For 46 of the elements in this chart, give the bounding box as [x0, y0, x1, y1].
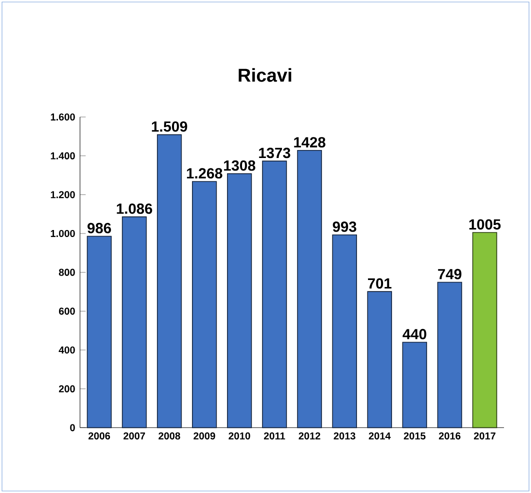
y-tick-label: 1.000	[50, 230, 75, 238]
y-tick-label: 200	[58, 385, 75, 392]
x-tick-label: 2015	[404, 432, 426, 440]
y-tick-label: 800	[58, 268, 75, 276]
x-tick-label: 2010	[228, 432, 250, 440]
bar	[227, 173, 252, 428]
bar	[262, 160, 287, 428]
bar	[86, 236, 112, 428]
bar	[367, 291, 392, 428]
data-label: 749	[438, 268, 462, 280]
data-label: 1.268	[186, 168, 222, 179]
y-tick-label: 600	[58, 308, 75, 315]
x-tick-label: 2014	[368, 432, 391, 440]
y-tick-label: 1.400	[50, 152, 75, 160]
data-label: 1005	[469, 219, 501, 230]
x-tick-label: 2008	[158, 432, 180, 440]
data-label: 1.509	[152, 121, 188, 132]
x-tick-label: 2017	[474, 432, 496, 440]
data-label: 440	[402, 328, 426, 340]
y-tick-label: 0	[70, 424, 75, 432]
x-tick-label: 2012	[298, 432, 320, 440]
bar	[297, 150, 322, 428]
data-label: 1.086	[116, 204, 152, 214]
data-label: 701	[368, 278, 392, 289]
chart-title: Ricavi	[238, 68, 292, 82]
bar	[437, 282, 462, 428]
data-label: 993	[332, 222, 356, 232]
x-tick-label: 2013	[334, 432, 356, 440]
x-tick-label: 2006	[88, 432, 110, 440]
bar	[332, 234, 357, 428]
data-label: 986	[88, 222, 111, 234]
bar	[192, 181, 217, 428]
bar	[472, 232, 498, 428]
bar	[156, 134, 182, 428]
y-tick-label: 1.200	[50, 191, 75, 198]
x-tick-label: 2011	[264, 432, 286, 440]
data-label: 1373	[259, 148, 290, 158]
bar	[402, 342, 428, 428]
x-tick-label: 2016	[438, 432, 460, 440]
x-tick-label: 2009	[194, 432, 216, 440]
y-tick-label: 1.600	[50, 113, 75, 121]
data-label: 1428	[294, 137, 326, 148]
data-label: 1308	[224, 160, 256, 171]
y-tick-label: 400	[58, 346, 75, 354]
x-tick-label: 2007	[124, 432, 145, 440]
bar	[122, 216, 147, 428]
